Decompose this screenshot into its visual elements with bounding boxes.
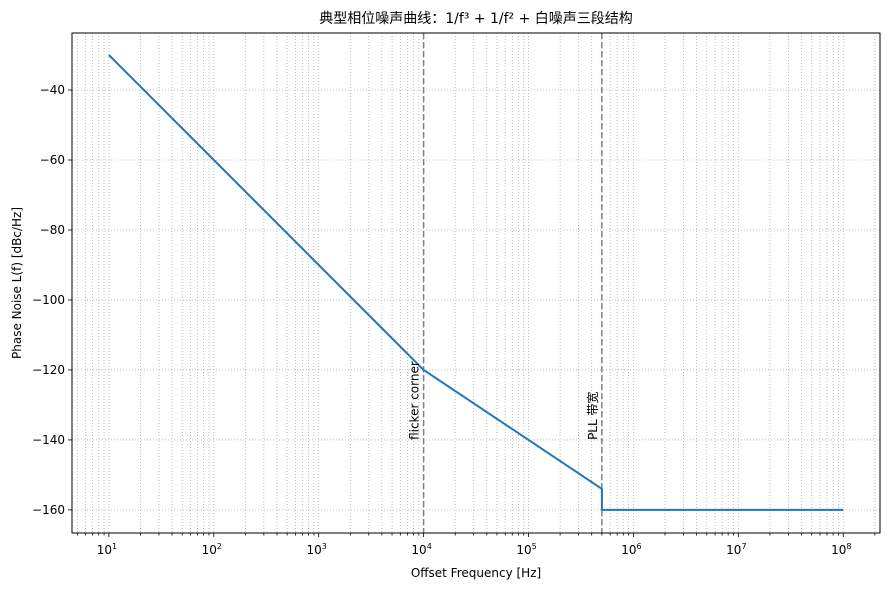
x-axis-label: Offset Frequency [Hz] xyxy=(411,566,541,580)
series-line xyxy=(108,54,844,511)
major-grid xyxy=(72,33,880,533)
y-axis-ticks: −40 −60 −80 −100 −120 −140 −160 xyxy=(32,83,72,517)
annotation-lines xyxy=(422,33,603,533)
x-tick-label: 104 xyxy=(411,542,431,557)
y-tick-label: −120 xyxy=(32,363,65,377)
x-tick-label: 102 xyxy=(202,542,222,557)
x-tick-label: 105 xyxy=(516,542,536,557)
x-tick-label: 106 xyxy=(621,542,641,557)
y-tick-label: −40 xyxy=(40,83,65,97)
x-tick-label: 101 xyxy=(97,542,117,557)
minor-grid xyxy=(76,33,876,533)
y-axis-label: Phase Noise L(f) [dBc/Hz] xyxy=(10,207,24,359)
y-tick-label: −140 xyxy=(32,433,65,447)
y-tick-label: −100 xyxy=(32,293,65,307)
x-tick-label: 108 xyxy=(831,542,851,557)
data-series xyxy=(108,54,844,511)
y-tick-label: −160 xyxy=(32,503,65,517)
x-tick-label: 103 xyxy=(307,542,327,557)
vline-label-0: flicker corner xyxy=(408,361,422,440)
y-tick-label: −60 xyxy=(40,153,65,167)
chart-title: 典型相位噪声曲线：1/f³ + 1/f² + 白噪声三段结构 xyxy=(319,11,633,27)
x-axis-ticks: 101 102 103 104 105 106 107 108 xyxy=(76,533,876,557)
vline-label-1: PLL 带宽 xyxy=(585,391,600,439)
plot-frame xyxy=(71,32,881,534)
x-tick-label: 107 xyxy=(726,542,746,557)
y-tick-label: −80 xyxy=(40,223,65,237)
annotations: flicker corner PLL 带宽 xyxy=(408,361,600,440)
